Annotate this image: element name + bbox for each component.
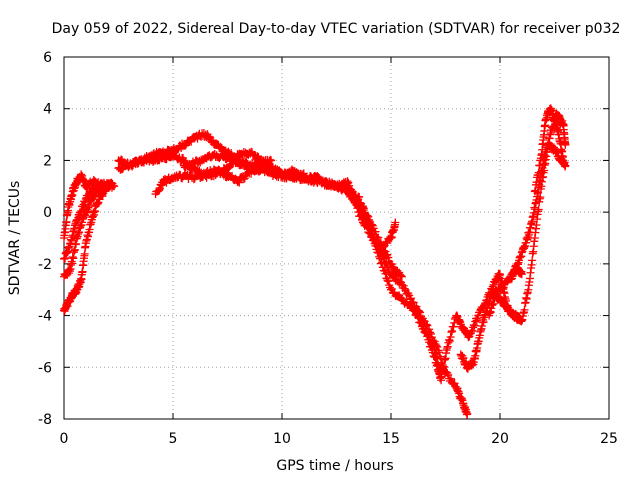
y-tick-label: 4: [43, 102, 52, 118]
data-point: [358, 202, 367, 211]
x-axis-label: GPS time / hours: [276, 458, 393, 474]
data-point: [347, 185, 356, 194]
y-tick-label: -6: [38, 360, 52, 376]
data-point: [416, 308, 425, 317]
data-point: [357, 203, 366, 212]
data-point: [400, 284, 409, 293]
data-point: [414, 306, 423, 315]
data-point: [181, 141, 190, 150]
data-point: [155, 186, 164, 195]
data-point: [561, 140, 570, 149]
data-point: [371, 236, 380, 245]
data-point: [374, 242, 383, 251]
y-axis-label: SDTVAR / TECUs: [7, 181, 23, 296]
data-point: [110, 182, 119, 191]
data-point: [463, 409, 472, 418]
x-tick-label: 0: [60, 431, 69, 447]
chart-title: Day 059 of 2022, Sidereal Day-to-day VTE…: [52, 21, 621, 37]
data-point: [363, 216, 372, 225]
data-point: [448, 327, 457, 336]
data-point: [517, 270, 526, 279]
x-tick-label: 15: [382, 431, 400, 447]
data-point: [424, 331, 433, 340]
data-point: [199, 129, 208, 138]
data-point: [445, 337, 454, 346]
x-tick-label: 25: [600, 431, 618, 447]
data-point: [409, 298, 418, 307]
data-point: [208, 136, 217, 145]
data-point: [359, 205, 368, 214]
data-point: [447, 328, 456, 337]
data-point: [292, 168, 301, 177]
data-point: [383, 276, 392, 285]
data-point: [469, 321, 478, 330]
data-point: [450, 379, 459, 388]
series-satellite-track-17: [530, 104, 568, 196]
data-point: [377, 253, 386, 262]
data-point: [446, 374, 455, 383]
x-tick-label: 20: [491, 431, 509, 447]
y-tick-label: 2: [43, 153, 52, 169]
data-point: [235, 178, 244, 187]
data-point: [561, 161, 570, 170]
data-point: [368, 227, 377, 236]
series-satellite-track-10: [321, 177, 446, 385]
data-point: [443, 369, 452, 378]
data-point: [382, 258, 391, 267]
data-point: [470, 321, 479, 330]
y-tick-label: 0: [43, 205, 52, 221]
data-point: [357, 211, 366, 220]
data-point: [443, 342, 452, 351]
data-point: [383, 239, 392, 248]
data-point: [449, 322, 458, 331]
data-point: [349, 196, 358, 205]
data-point: [267, 156, 276, 165]
data-point: [365, 221, 374, 230]
series-satellite-track-16: [506, 109, 570, 284]
data-point: [383, 263, 392, 272]
data-point: [239, 175, 248, 184]
data-point: [439, 362, 448, 371]
data-point: [355, 192, 364, 201]
data-point: [422, 320, 431, 329]
y-tick-label: -8: [38, 412, 52, 428]
data-point: [534, 168, 543, 177]
data-point: [428, 343, 437, 352]
data-point: [446, 333, 455, 342]
y-tick-label: -4: [38, 309, 52, 325]
data-point: [266, 155, 275, 164]
y-tick-label: -2: [38, 257, 52, 273]
data-point: [391, 218, 400, 227]
data-point: [520, 305, 529, 314]
data-point: [390, 271, 399, 280]
data-point: [370, 235, 379, 244]
axis-ticks: 0 5 10 15 20 25 -8 -6 -4 -2 0 2 4 6: [38, 50, 618, 447]
data-point: [381, 259, 390, 268]
data-point: [364, 219, 373, 228]
data-point: [412, 302, 421, 311]
data-point: [372, 238, 381, 247]
data-point: [406, 294, 415, 303]
data-marks: [60, 104, 570, 419]
data-point: [384, 277, 393, 286]
data-point: [468, 327, 477, 336]
data-point: [559, 156, 568, 165]
data-point: [343, 177, 352, 186]
data-point: [360, 209, 369, 218]
data-point: [345, 181, 354, 190]
grid-lines: [64, 57, 609, 419]
data-point: [397, 280, 406, 289]
x-tick-label: 10: [273, 431, 291, 447]
data-point: [155, 184, 164, 193]
data-point: [426, 335, 435, 344]
data-point: [528, 256, 537, 265]
data-point: [415, 307, 424, 316]
x-tick-label: 5: [169, 431, 178, 447]
y-tick-label: 6: [43, 50, 52, 66]
data-point: [296, 169, 305, 178]
series-satellite-track-4: [60, 178, 119, 263]
